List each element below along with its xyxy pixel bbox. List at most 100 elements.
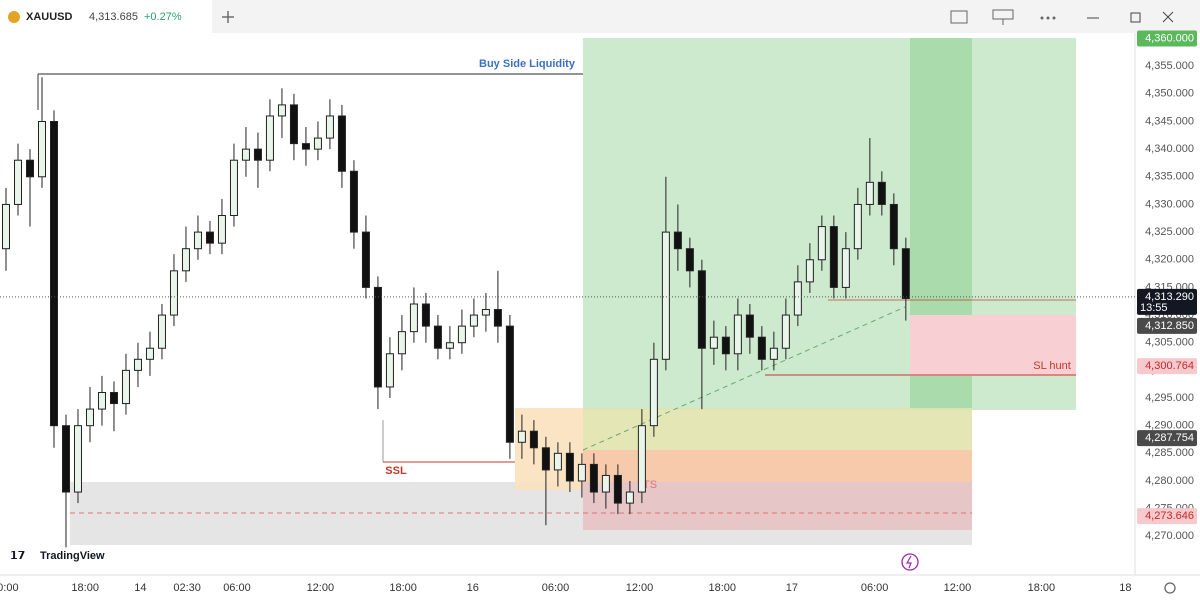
alert-icon[interactable] xyxy=(901,553,919,571)
tab[interactable] xyxy=(0,0,212,33)
candle-body xyxy=(781,314,790,349)
settings-icon[interactable] xyxy=(1164,582,1176,594)
y-tick-label: 4,345.000 xyxy=(1145,115,1194,127)
candle-body xyxy=(61,425,70,493)
candle-body xyxy=(541,447,550,471)
candle-body xyxy=(577,463,586,482)
candle-body xyxy=(841,248,850,288)
alert-icon xyxy=(905,555,912,569)
candle-body xyxy=(349,170,358,233)
candle-body xyxy=(205,231,214,244)
candle-body xyxy=(337,115,346,172)
candle-body xyxy=(817,226,826,261)
candle-body xyxy=(97,391,106,410)
y-tick-label: 4,285.000 xyxy=(1145,447,1194,459)
drawings: Buy Side Liquidity SSL SL hunt TS xyxy=(37,38,1076,545)
candle-body xyxy=(697,270,706,349)
candle-body xyxy=(757,336,766,360)
candle-body xyxy=(721,336,730,355)
price-tag xyxy=(1137,430,1197,447)
maximize-button[interactable] xyxy=(1130,12,1141,23)
candle-body xyxy=(169,270,178,316)
candle-body xyxy=(661,231,670,360)
candle-body xyxy=(877,181,886,205)
candle-body xyxy=(25,159,34,178)
candle-body xyxy=(13,159,22,205)
x-tick-label: 14 xyxy=(134,582,146,594)
y-tick-label: 4,295.000 xyxy=(1145,392,1194,404)
brand: TradingView xyxy=(40,550,105,562)
candle-body xyxy=(733,314,742,355)
y-tick-label: 4,325.000 xyxy=(1145,226,1194,238)
candle-body xyxy=(649,358,658,427)
price-tag xyxy=(1137,508,1197,525)
logo-mark: 𝟭𝟳 xyxy=(10,550,25,562)
candle-body xyxy=(133,358,142,371)
y-tick-label: 4,350.000 xyxy=(1145,88,1194,100)
y-tick-label: 4,320.000 xyxy=(1145,254,1194,266)
x-tick-label: 00:00 xyxy=(0,582,19,594)
price-tag xyxy=(1137,30,1197,47)
candle-body xyxy=(301,143,310,150)
x-tick-label: 18:00 xyxy=(389,582,417,594)
candle-body xyxy=(193,231,202,250)
y-tick-label: 4,355.000 xyxy=(1145,60,1194,72)
candle-body xyxy=(625,491,634,504)
candle-body xyxy=(457,325,466,344)
candles xyxy=(1,77,910,548)
candle-body xyxy=(73,425,82,493)
candle-body xyxy=(409,303,418,333)
x-tick-label: 18:00 xyxy=(71,582,99,594)
candle-body xyxy=(745,314,754,338)
annotation: SSL xyxy=(385,465,407,477)
candle-body xyxy=(853,203,862,250)
candle-body xyxy=(181,248,190,272)
symbol-icon xyxy=(8,11,20,23)
y-tick-label: 4,270.000 xyxy=(1145,530,1194,542)
candle-body xyxy=(481,309,490,316)
candle-body xyxy=(85,408,94,427)
candle-body xyxy=(157,314,166,349)
candle-body xyxy=(265,115,274,161)
tab-symbol: XAUUSD xyxy=(26,11,73,23)
more-icon[interactable] xyxy=(1040,16,1044,20)
candle-body xyxy=(613,474,622,504)
x-tick-label: 12:00 xyxy=(944,582,972,594)
current-price-tag xyxy=(1137,288,1197,315)
annotation: TS xyxy=(643,479,657,491)
candle-body xyxy=(109,391,118,405)
layout-icon[interactable] xyxy=(950,10,968,24)
candle-body xyxy=(601,474,610,493)
candle-body xyxy=(445,342,454,349)
y-tick-label: 4,330.000 xyxy=(1145,198,1194,210)
x-tick-label: 06:00 xyxy=(861,582,889,594)
price-tag-label: 4,300.764 xyxy=(1145,360,1194,372)
x-tick-label: 06:00 xyxy=(223,582,251,594)
candle-body xyxy=(829,226,838,288)
candle-body xyxy=(865,181,874,205)
candle-body xyxy=(589,463,598,493)
candle-body xyxy=(529,430,538,449)
candle-body xyxy=(433,325,442,349)
x-tick-label: 16 xyxy=(467,582,479,594)
y-tick-label: 4,290.000 xyxy=(1145,420,1194,432)
x-tick-label: 12:00 xyxy=(626,582,654,594)
candle-body xyxy=(505,325,514,443)
candle-body xyxy=(469,314,478,327)
candle-body xyxy=(253,148,262,161)
y-tick-label: 4,335.000 xyxy=(1145,171,1194,183)
candle-body xyxy=(493,309,502,327)
x-tick-label: 18 xyxy=(1119,582,1131,594)
candle-body xyxy=(49,120,58,427)
candle-body xyxy=(901,248,910,299)
candle-body xyxy=(217,215,226,244)
x-tick-label: 18:00 xyxy=(709,582,737,594)
candle-body xyxy=(289,104,298,145)
pink-band xyxy=(583,482,972,530)
candle-body xyxy=(385,353,394,388)
candle-body xyxy=(793,281,802,316)
candle-body xyxy=(889,203,898,250)
price-tag-label: 4,312.850 xyxy=(1145,320,1194,332)
x-tick-label: 18:00 xyxy=(1028,582,1056,594)
